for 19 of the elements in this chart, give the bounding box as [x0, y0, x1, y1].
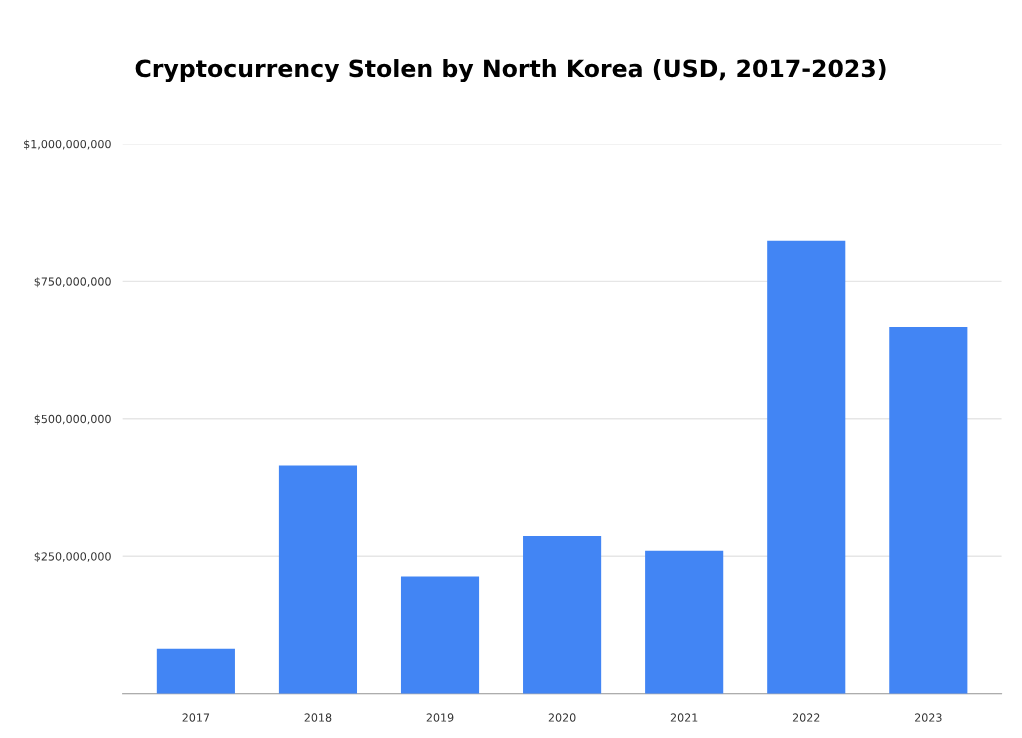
y-tick-label: $250,000,000: [34, 552, 111, 563]
x-tick-label: 2019: [426, 713, 454, 722]
x-tick-label: 2020: [548, 713, 576, 722]
bar: [278, 465, 358, 694]
y-tick-label: $750,000,000: [34, 277, 111, 288]
x-tick-label: 2018: [304, 713, 332, 722]
bar: [156, 648, 235, 694]
x-tick-label: 2022: [792, 713, 820, 722]
bar: [889, 327, 968, 694]
chart-title: Cryptocurrency Stolen by North Korea (USD, 2017-2023): [135, 59, 886, 83]
bar: [645, 550, 724, 694]
x-tick-label: 2021: [670, 713, 698, 722]
y-tick-label: $1,000,000,000: [24, 139, 111, 150]
x-tick-label: 2017: [182, 713, 210, 722]
y-tick-label: $500,000,000: [34, 414, 111, 425]
bar: [523, 535, 602, 694]
x-tick-label: 2023: [914, 713, 942, 722]
bar: [767, 240, 846, 694]
bar: [400, 576, 480, 694]
